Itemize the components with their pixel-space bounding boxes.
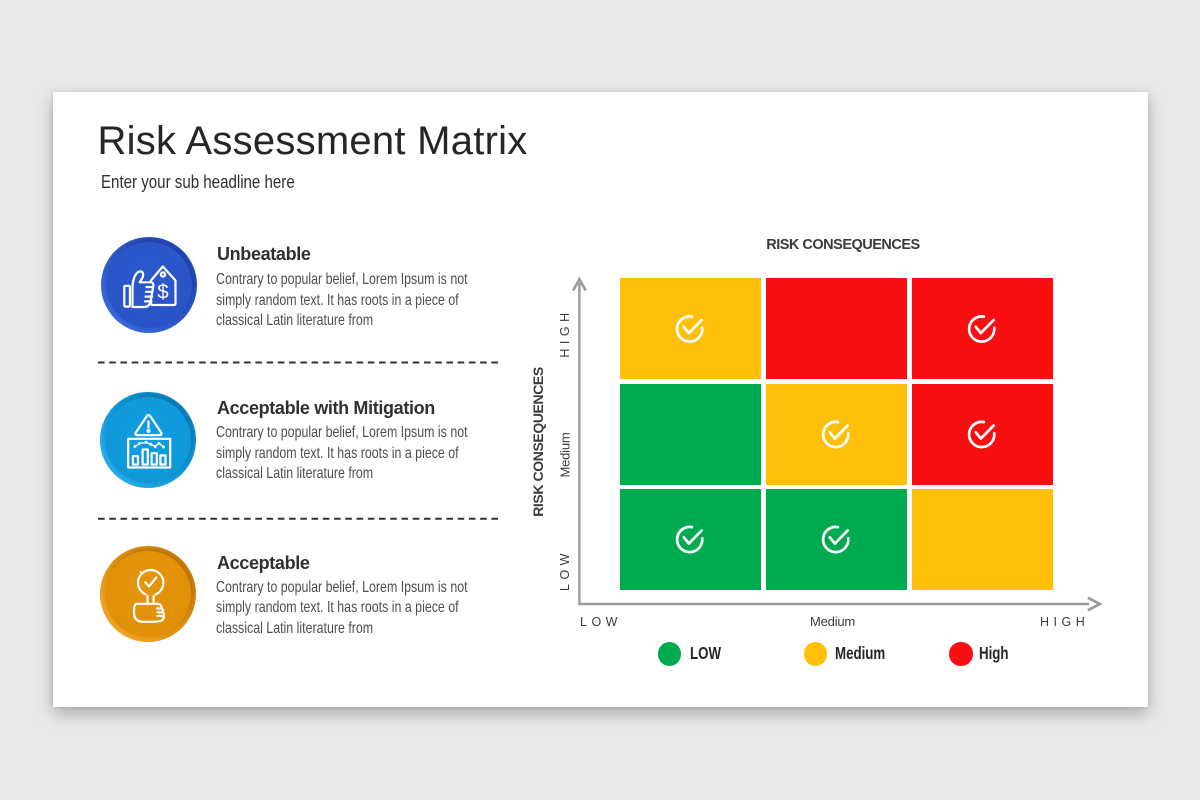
svg-text:$: $ (157, 281, 169, 304)
